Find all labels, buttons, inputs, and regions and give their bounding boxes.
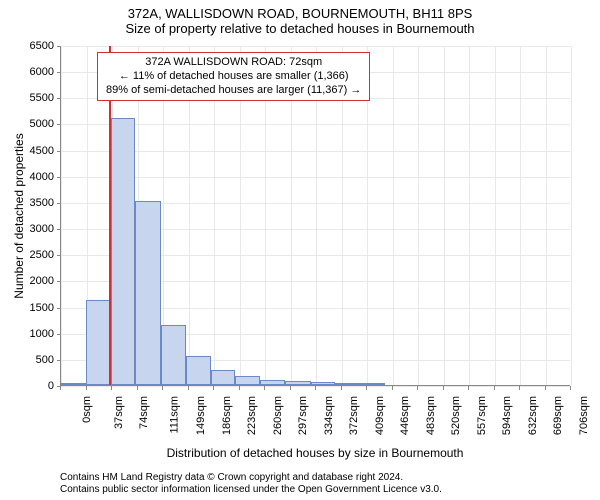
chart-title: 372A, WALLISDOWN ROAD, BOURNEMOUTH, BH11…: [0, 0, 600, 36]
histogram-bar: [311, 382, 336, 385]
footer-attribution: Contains HM Land Registry data © Crown c…: [60, 472, 442, 496]
xtick-mark: [468, 386, 469, 390]
xtick-label: 520sqm: [450, 396, 462, 435]
histogram-bar: [211, 370, 236, 385]
gridline-v: [495, 46, 496, 385]
histogram-bar: [285, 381, 311, 385]
histogram-bar: [186, 356, 211, 385]
gridline-v: [546, 46, 547, 385]
xtick-mark: [60, 386, 61, 390]
y-axis-label: Number of detached properties: [12, 133, 26, 298]
plot-region: 372A WALLISDOWN ROAD: 72sqm ← 11% of det…: [60, 46, 570, 386]
xtick-mark: [137, 386, 138, 390]
xtick-mark: [315, 386, 316, 390]
xtick-mark: [239, 386, 240, 390]
gridline-v: [61, 46, 62, 385]
ytick-label: 3000: [14, 223, 54, 235]
gridline-v: [520, 46, 521, 385]
histogram-bar: [360, 383, 385, 385]
xtick-mark: [366, 386, 367, 390]
gridline-v: [444, 46, 445, 385]
chart-area: Number of detached properties 372A WALLI…: [60, 46, 570, 416]
ytick-label: 4500: [14, 145, 54, 157]
ytick-label: 1000: [14, 328, 54, 340]
xtick-label: 632sqm: [527, 396, 539, 435]
xtick-mark: [111, 386, 112, 390]
ytick-label: 5500: [14, 92, 54, 104]
title-line-1: 372A, WALLISDOWN ROAD, BOURNEMOUTH, BH11…: [0, 6, 600, 21]
property-info-box: 372A WALLISDOWN ROAD: 72sqm ← 11% of det…: [97, 52, 370, 101]
xtick-label: 706sqm: [578, 396, 590, 435]
xtick-mark: [392, 386, 393, 390]
xtick-label: 223sqm: [246, 396, 258, 435]
xtick-mark: [417, 386, 418, 390]
title-line-2: Size of property relative to detached ho…: [0, 21, 600, 36]
xtick-label: 557sqm: [476, 396, 488, 435]
xtick-label: 37sqm: [113, 396, 125, 429]
ytick-label: 6000: [14, 66, 54, 78]
xtick-label: 297sqm: [297, 396, 309, 435]
ytick-label: 2000: [14, 275, 54, 287]
histogram-bar: [260, 380, 285, 385]
xtick-mark: [162, 386, 163, 390]
ytick-label: 0: [14, 380, 54, 392]
xtick-mark: [570, 386, 571, 390]
info-line-3: 89% of semi-detached houses are larger (…: [106, 84, 361, 98]
gridline-v: [571, 46, 572, 385]
histogram-bar: [335, 383, 360, 385]
xtick-mark: [519, 386, 520, 390]
xtick-label: 0sqm: [81, 396, 93, 423]
xtick-label: 372sqm: [348, 396, 360, 435]
xtick-mark: [290, 386, 291, 390]
xtick-mark: [341, 386, 342, 390]
ytick-label: 4000: [14, 171, 54, 183]
xtick-label: 669sqm: [552, 396, 564, 435]
xtick-label: 186sqm: [221, 396, 233, 435]
xtick-mark: [545, 386, 546, 390]
histogram-bar: [135, 201, 161, 385]
histogram-bar: [86, 300, 111, 385]
xtick-mark: [443, 386, 444, 390]
ytick-label: 5000: [14, 118, 54, 130]
ytick-label: 2500: [14, 249, 54, 261]
xtick-label: 74sqm: [138, 396, 150, 429]
histogram-bar: [111, 118, 136, 385]
xtick-mark: [213, 386, 214, 390]
xtick-label: 594sqm: [501, 396, 513, 435]
gridline-v: [469, 46, 470, 385]
xtick-mark: [494, 386, 495, 390]
gridline-v: [393, 46, 394, 385]
x-axis-label: Distribution of detached houses by size …: [60, 446, 570, 460]
info-line-1: 372A WALLISDOWN ROAD: 72sqm: [106, 56, 361, 70]
xtick-label: 260sqm: [272, 396, 284, 435]
xtick-label: 111sqm: [168, 396, 180, 434]
xtick-label: 446sqm: [399, 396, 411, 435]
histogram-bar: [161, 325, 186, 385]
ytick-label: 6500: [14, 40, 54, 52]
footer-line-2: Contains public sector information licen…: [60, 484, 442, 496]
histogram-bar: [235, 376, 260, 385]
ytick-label: 1500: [14, 302, 54, 314]
xtick-label: 149sqm: [195, 396, 207, 435]
xtick-mark: [188, 386, 189, 390]
histogram-bar: [61, 383, 86, 385]
gridline-v: [418, 46, 419, 385]
xtick-label: 483sqm: [425, 396, 437, 435]
ytick-label: 3500: [14, 197, 54, 209]
footer-line-1: Contains HM Land Registry data © Crown c…: [60, 472, 442, 484]
ytick-label: 500: [14, 354, 54, 366]
info-line-2: ← 11% of detached houses are smaller (1,…: [106, 70, 361, 84]
xtick-label: 409sqm: [374, 396, 386, 435]
xtick-mark: [86, 386, 87, 390]
xtick-mark: [264, 386, 265, 390]
xtick-label: 334sqm: [323, 396, 335, 435]
